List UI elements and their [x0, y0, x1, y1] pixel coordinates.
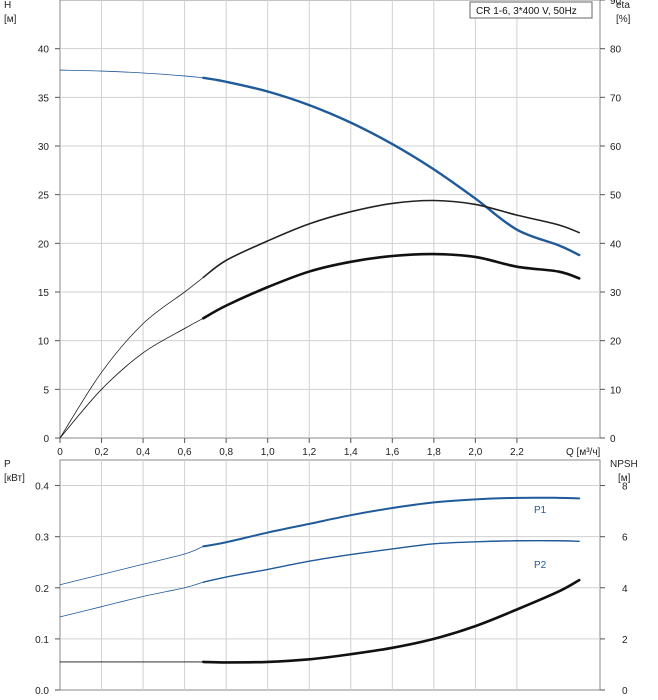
y-tick-label: 0.4 [35, 482, 49, 493]
series-label-P2: P2 [534, 560, 547, 571]
y2-tick-label: 0 [622, 686, 628, 697]
y-tick-label: 0.1 [35, 635, 49, 646]
top-plot-frame [59, 0, 601, 439]
curve-eta_thin-operating [202, 199, 581, 279]
x-tick-label: 2,2 [510, 447, 524, 458]
y2-tick-label: 8 [622, 482, 628, 493]
bottom-grid [60, 460, 600, 690]
x-tick-label: 0,6 [178, 447, 192, 458]
x-tick-label: 0,2 [95, 447, 109, 458]
curve-h-extended [59, 69, 204, 79]
bottom-y2-ticks: 0 2 4 6 8 [600, 482, 628, 697]
bottom-curves [59, 496, 581, 664]
y2-tick-label: 40 [610, 239, 622, 250]
y2-tick-label: 80 [610, 45, 622, 56]
x-tick-label: 2,0 [468, 447, 482, 458]
y-tick-label: 0.0 [35, 686, 49, 697]
top-grid [60, 0, 600, 438]
power-npsh-panel: 0.0 0.1 0.2 0.3 0.4 0 2 4 6 8 P [кВт] NPSH [м] P… [4, 459, 638, 697]
y2-axis-unit-NPSH: [м] [618, 473, 631, 484]
y2-tick-label: 90 [610, 0, 622, 7]
y2-tick-label: 50 [610, 191, 622, 202]
curve-eta_thin-extended [59, 277, 204, 439]
top-y-ticks: 0 5 10 15 20 25 30 35 40 [38, 45, 60, 445]
y-tick-label: 0 [43, 434, 49, 445]
curve-eta_bold-operating [202, 252, 581, 320]
y-axis-label-H: H [4, 0, 11, 11]
y2-tick-label: 70 [610, 93, 622, 104]
bottom-y-ticks: 0.0 0.1 0.2 0.3 0.4 [35, 482, 60, 697]
curve-p1-extended [59, 545, 204, 586]
bottom-plot-frame [59, 459, 601, 691]
curve-p1-operating [202, 496, 581, 548]
y2-tick-label: 20 [610, 337, 622, 348]
y2-axis-unit-eta: [%] [616, 14, 631, 25]
y-tick-label: 5 [43, 385, 49, 396]
top-curves [59, 69, 581, 439]
y2-tick-label: 60 [610, 142, 622, 153]
y2-tick-label: 2 [622, 635, 628, 646]
top-y2-ticks: 0 10 20 30 40 50 60 70 80 90 [600, 0, 622, 445]
y2-tick-label: 4 [622, 584, 628, 595]
x-tick-label: 0,4 [136, 447, 150, 458]
y-tick-label: 0.3 [35, 533, 49, 544]
y2-tick-label: 6 [622, 533, 628, 544]
y-tick-label: 10 [38, 337, 50, 348]
x-tick-label: 0 [57, 447, 63, 458]
chart-title: CR 1-6, 3*400 V, 50Hz [476, 6, 577, 17]
chart-title-box [469, 1, 593, 19]
y2-axis-label-eta: eta [616, 0, 630, 11]
x-tick-label: 1,2 [302, 447, 316, 458]
y-tick-label: 40 [38, 45, 50, 56]
y-tick-label: 35 [38, 93, 50, 104]
y2-tick-label: 10 [610, 385, 622, 396]
x-axis-label: Q [м³/ч] [566, 447, 601, 458]
curve-p2-operating [202, 539, 580, 583]
y-tick-label: 25 [38, 191, 50, 202]
y-tick-label: 20 [38, 239, 50, 250]
y-tick-label: 15 [38, 288, 50, 299]
x-tick-label: 1,4 [344, 447, 358, 458]
y-tick-label: 30 [38, 142, 50, 153]
y2-tick-label: 0 [610, 434, 616, 445]
curve-h-operating [202, 76, 581, 257]
x-tick-label: 0,8 [219, 447, 233, 458]
curve-p2-extended [59, 581, 204, 618]
x-tick-label: 1,6 [385, 447, 399, 458]
top-x-ticks: 0 0,2 0,4 0,6 0,8 1,0 1,2 1,4 1,6 1,8 2,0 2,2 [57, 438, 524, 458]
head-efficiency-panel: 0 5 10 15 20 25 30 35 40 0 10 20 30 40 50 60 70 80 90 0 0,… [4, 0, 631, 458]
x-tick-label: 1,0 [261, 447, 275, 458]
y-axis-unit-H: [м] [4, 14, 17, 25]
x-tick-label: 1,8 [427, 447, 441, 458]
series-label-P1: P1 [534, 505, 547, 516]
y2-axis-label-NPSH: NPSH [610, 459, 638, 470]
y-tick-label: 0.2 [35, 584, 49, 595]
y2-tick-label: 30 [610, 288, 622, 299]
curve-eta_bold-extended [59, 317, 204, 439]
curve-npsh-operating [202, 578, 581, 664]
y-axis-unit-P: [кВт] [4, 473, 25, 484]
y-axis-label-P: P [4, 459, 11, 470]
